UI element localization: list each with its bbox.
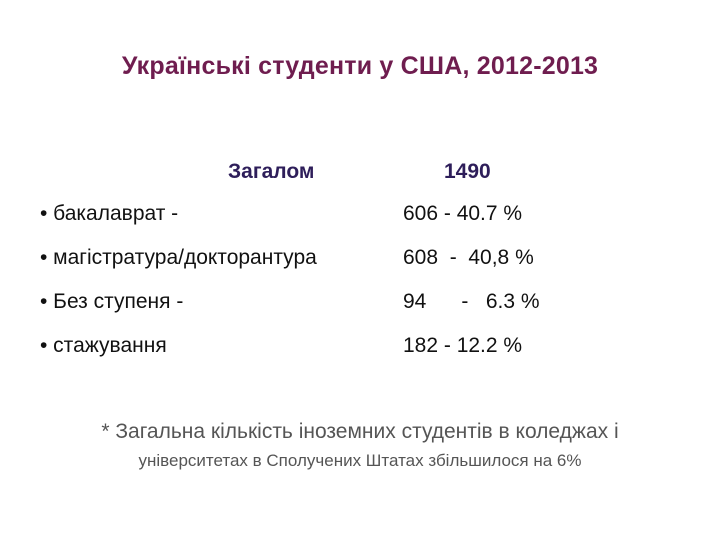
stat-label: • бакалаврат -: [40, 202, 179, 225]
stat-label: • Без ступеня -: [40, 290, 184, 313]
footnote-line-1: * Загальна кількість іноземних студентів…: [101, 420, 619, 443]
stat-value: 94 - 6.3 %: [403, 290, 540, 313]
stat-row-bachelor: • бакалаврат - 606 - 40.7 %: [0, 202, 720, 232]
stat-value: 608 - 40,8 %: [403, 246, 534, 269]
slide-title: Українські студенти у США, 2012-2013: [121, 52, 599, 80]
total-label: Загалом: [228, 160, 315, 183]
footnote-line-2: університетах в Сполучених Штатах збільш…: [138, 451, 582, 470]
stat-value: 182 - 12.2 %: [403, 334, 523, 357]
stat-row-no-degree: • Без ступеня - 94 - 6.3 %: [0, 290, 720, 320]
stat-label: • магістратура/докторантура: [40, 246, 317, 269]
total-value: 1490: [444, 160, 491, 183]
stat-value: 606 - 40.7 %: [403, 202, 523, 225]
stat-row-master-doctorate: • магістратура/докторантура 608 - 40,8 %: [0, 246, 720, 276]
stat-label: • стажування: [40, 334, 167, 357]
stat-row-internship: • стажування 182 - 12.2 %: [0, 334, 720, 364]
